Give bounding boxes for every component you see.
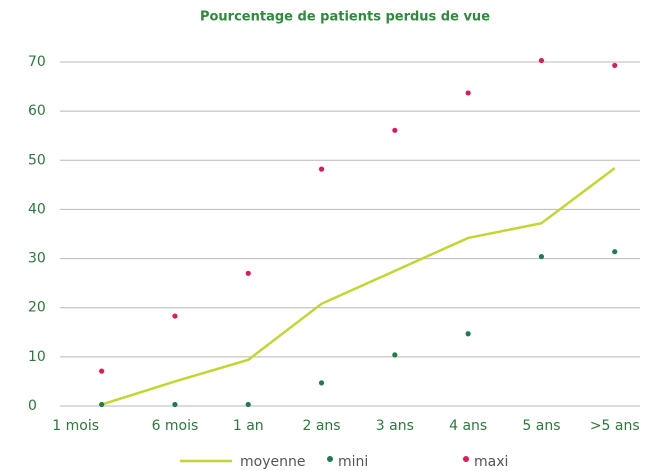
legend-label: maxi [474,454,508,470]
x-tick-label: 3 ans [376,418,414,434]
y-tick-label: 30 [28,251,46,267]
x-tick-label: 1 mois [52,418,99,434]
point [99,401,105,408]
legend-label: mini [338,454,368,470]
point [99,368,105,374]
point [392,127,398,133]
y-tick-label: 40 [28,201,46,217]
point [318,380,325,386]
x-tick-label: >5 ans [590,418,640,434]
y-tick-label: 0 [28,398,37,414]
point [318,166,325,172]
x-tick-label: 6 mois [152,418,199,434]
line [101,167,616,406]
chart-title: Pourcentage de patients perdus de vue [200,10,490,25]
y-tick-label: 50 [28,152,46,168]
y-tick-label: 60 [28,103,46,119]
point [538,254,545,260]
point [245,270,251,276]
x-tick-label: 5 ans [522,418,560,434]
x-tick-label: 2 ans [302,418,340,434]
x-tick-label: 4 ans [449,418,487,434]
y-tick-label: 10 [28,349,46,365]
point [392,352,398,358]
legend-swatch [463,456,469,462]
point [172,401,178,408]
point [465,331,471,337]
legend-label: moyenne [240,454,305,470]
point [172,313,178,319]
point [612,249,618,255]
point [245,401,251,408]
legend-swatch [327,456,333,462]
y-tick-label: 20 [28,300,46,316]
point [465,90,471,96]
point [612,62,618,69]
x-tick-label: 1 an [233,418,264,434]
y-tick-label: 70 [28,54,46,70]
point [538,57,545,64]
